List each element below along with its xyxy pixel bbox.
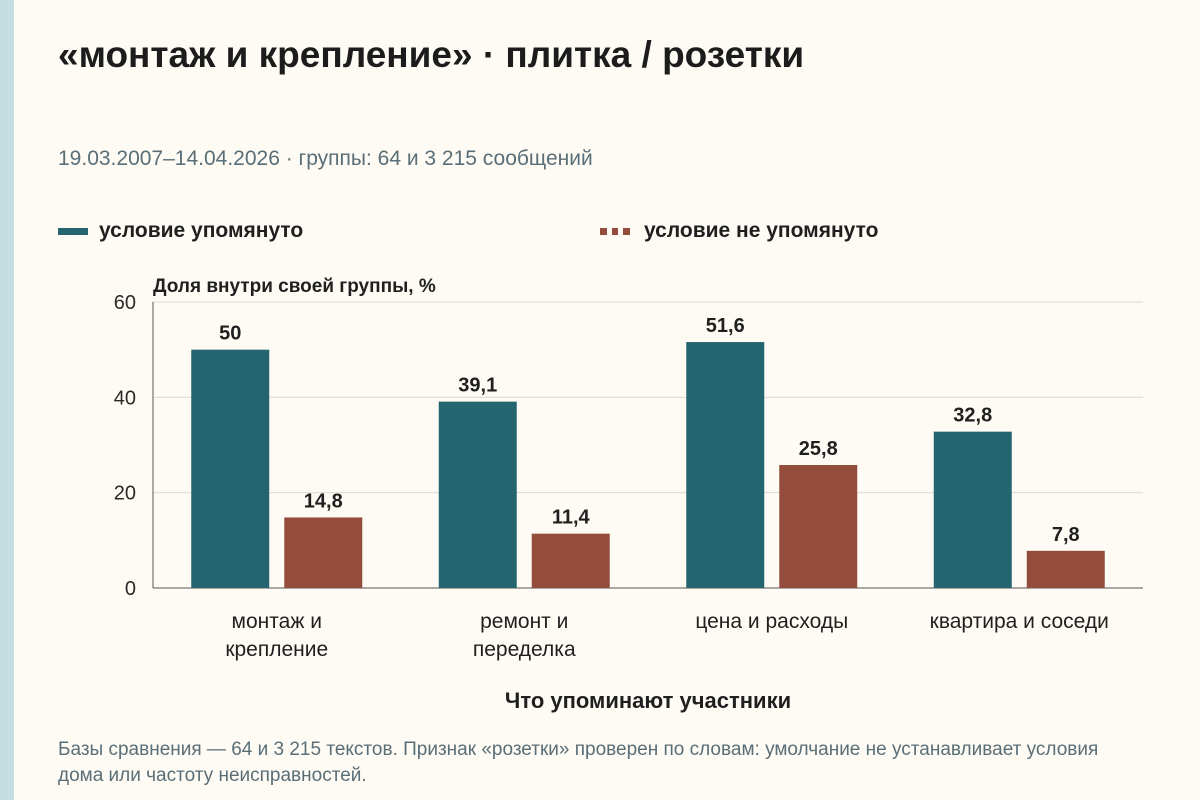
bar-value-label: 51,6 <box>706 315 745 337</box>
legend-item-not-mentioned: условие не упомянуто <box>600 219 878 243</box>
x-tick-label: монтаж и крепление <box>225 610 328 661</box>
bar-mentioned <box>191 349 270 588</box>
bar-value-label: 32,8 <box>953 405 992 427</box>
y-tick-label: 0 <box>125 578 136 600</box>
bar-mentioned <box>686 342 765 588</box>
legend-swatch-not-mentioned <box>600 227 631 235</box>
x-tick-label: цена и расходы <box>695 610 848 633</box>
left-accent-stripe <box>0 0 14 800</box>
footnote: Базы сравнения — 64 и 3 215 текстов. При… <box>58 739 1099 786</box>
x-tick-label: ремонт и переделка <box>473 610 576 661</box>
bar-mentioned <box>933 431 1012 588</box>
legend-swatch-mentioned <box>58 227 88 235</box>
chart-title: «монтаж и крепление» · плитка / розетки <box>58 34 805 75</box>
y-tick-label: 40 <box>114 387 136 409</box>
bar-value-label: 50 <box>219 323 241 345</box>
y-axis-label: Доля внутри своей группы, % <box>153 276 436 297</box>
bar-not-mentioned <box>284 517 363 588</box>
bar-value-label: 11,4 <box>552 507 591 529</box>
y-tick-label: 60 <box>114 292 136 314</box>
labels: 50 14,8 39,1 11,4 51,6 25,8 32,8 7,8 <box>219 315 1080 546</box>
legend-item-mentioned: условие упомянуто <box>58 219 303 243</box>
bar-value-label: 25,8 <box>799 438 838 460</box>
legend-label-not-mentioned: условие не упомянуто <box>644 219 879 242</box>
bar-mentioned <box>438 401 517 588</box>
legend-label-mentioned: условие упомянуто <box>99 219 304 242</box>
bar-chart: 0 20 40 60 Доля внутри своей группы, % Что уп… <box>114 276 1143 713</box>
bars <box>191 342 1105 588</box>
bar-value-label: 39,1 <box>458 375 497 397</box>
bar-not-mentioned <box>1026 550 1105 588</box>
x-axis-label: Что упоминают участники <box>505 688 791 713</box>
axes: 0 20 40 60 Доля внутри своей группы, % Что уп… <box>114 276 1143 713</box>
bar-not-mentioned <box>779 465 858 588</box>
bar-value-label: 14,8 <box>304 490 343 512</box>
bar-not-mentioned <box>531 533 610 588</box>
y-tick-label: 20 <box>114 483 136 505</box>
x-tick-label: квартира и соседи <box>930 610 1109 633</box>
bar-value-label: 7,8 <box>1052 524 1080 546</box>
chart-subtitle: 19.03.2007–14.04.2026 · группы: 64 и 3 2… <box>58 147 593 170</box>
